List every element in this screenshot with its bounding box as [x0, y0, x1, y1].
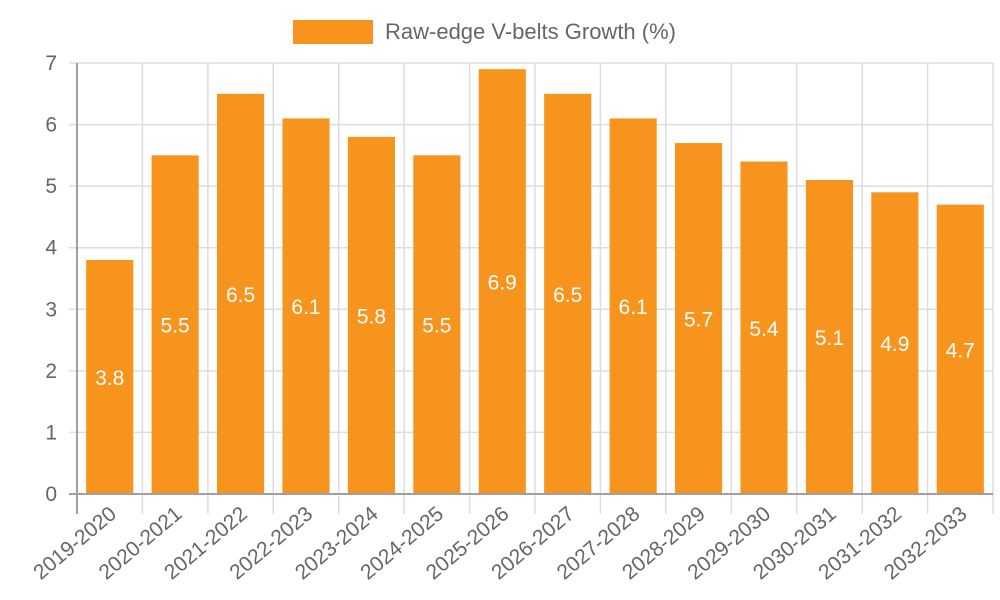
- bar[interactable]: [871, 192, 919, 495]
- y-tick-label: 4: [45, 237, 57, 260]
- bar[interactable]: [740, 161, 788, 494]
- bar-value-label: 6.5: [553, 284, 582, 307]
- bar-value-label: 5.4: [749, 318, 779, 341]
- x-axis-ticks: 2019-20202020-20212021-20222022-20232023…: [29, 502, 971, 584]
- bar-value-label: 6.9: [488, 272, 517, 295]
- bar[interactable]: [217, 93, 265, 495]
- bar-value-label: 5.7: [684, 309, 713, 332]
- axes: [69, 63, 993, 514]
- legend-label[interactable]: Raw-edge V-belts Growth (%): [385, 19, 676, 44]
- y-tick-label: 3: [45, 298, 57, 321]
- bar-value-label: 5.1: [815, 327, 844, 350]
- bar[interactable]: [86, 260, 134, 494]
- bar[interactable]: [413, 155, 461, 494]
- y-axis-ticks: 0 1 2 3 4 5 6 7: [45, 52, 57, 506]
- legend-swatch[interactable]: [293, 20, 373, 44]
- bar-value-label: 6.5: [226, 284, 255, 307]
- y-tick-label: 6: [45, 114, 57, 137]
- y-tick-label: 1: [45, 421, 57, 444]
- bar-value-label: 5.5: [161, 315, 190, 338]
- bar-value-label: 5.5: [422, 315, 451, 338]
- y-tick-label: 7: [45, 52, 57, 75]
- bar-value-label: 6.1: [619, 296, 648, 319]
- bar[interactable]: [936, 204, 984, 494]
- bar-value-labels: 3.8 5.5 6.5 6.1 5.8 5.5 6.9 6.5 6.1 5.7 5.4 5.1 4.9 4…: [95, 272, 975, 390]
- bar[interactable]: [347, 136, 395, 494]
- y-tick-label: 5: [45, 175, 57, 198]
- bars: [86, 69, 984, 495]
- bar-value-label: 6.1: [291, 296, 320, 319]
- y-tick-label: 0: [45, 483, 57, 506]
- bar-value-label: 5.8: [357, 305, 386, 328]
- gridlines: [69, 62, 994, 514]
- bar[interactable]: [609, 118, 657, 495]
- bar[interactable]: [478, 69, 526, 495]
- bar-value-label: 4.9: [880, 333, 909, 356]
- bar-value-label: 4.7: [946, 339, 975, 362]
- bar[interactable]: [544, 93, 592, 495]
- bar-value-label: 3.8: [95, 367, 124, 390]
- bar[interactable]: [282, 118, 330, 495]
- bar[interactable]: [805, 179, 853, 494]
- y-tick-label: 2: [45, 360, 57, 383]
- bar[interactable]: [151, 155, 199, 494]
- bar[interactable]: [675, 143, 723, 495]
